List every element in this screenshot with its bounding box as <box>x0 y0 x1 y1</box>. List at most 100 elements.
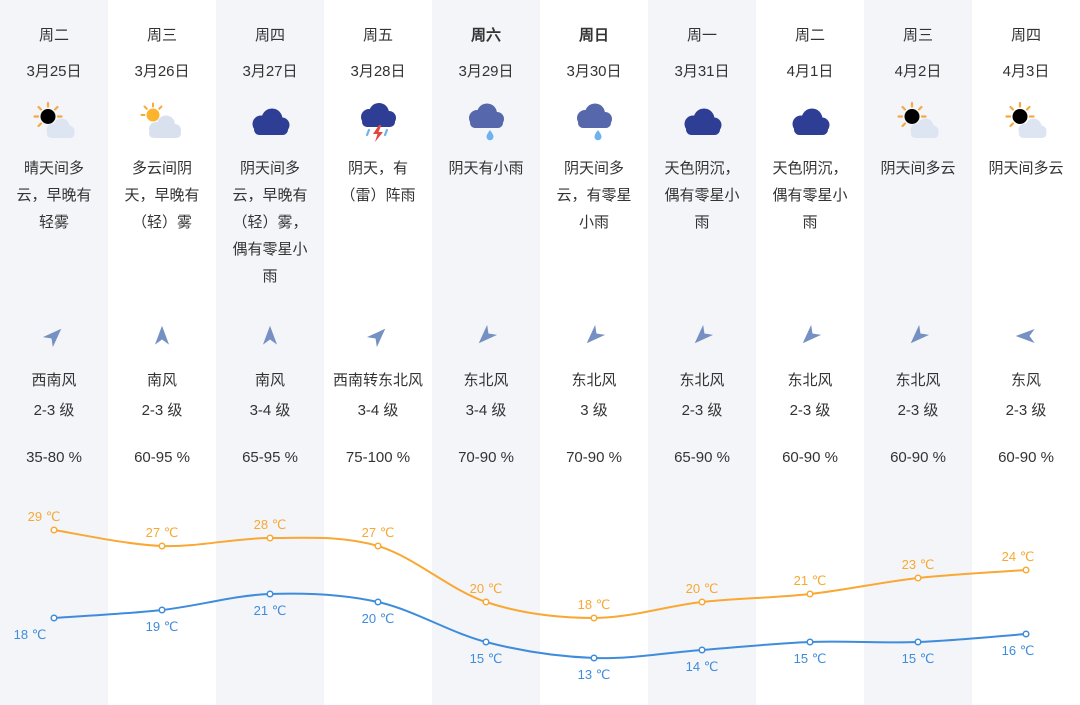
date-label: 3月29日 <box>458 63 514 80</box>
humidity-value: 60-90 % <box>998 449 1054 466</box>
wind-section: 东北风 3 级 70-90 % <box>540 322 648 466</box>
dark-cloud-icon <box>756 98 864 146</box>
wind-level-text: 2-3 级 <box>789 402 831 419</box>
rain-cloud-icon <box>432 98 540 146</box>
wind-level-text: 2-3 级 <box>141 402 183 419</box>
sun-cloud-icon <box>864 98 972 146</box>
weather-description: 天色阴沉，偶有零星小雨 <box>664 160 740 231</box>
forecast-column-4[interactable]: 周五 3月28日 阴天，有（雷）阵雨 西南转东北风 3-4 级 75-100 % <box>324 0 432 705</box>
weather-description: 天色阴沉，偶有零星小雨 <box>772 160 848 231</box>
humidity-value: 65-95 % <box>242 449 298 466</box>
weather-description: 阴天间多云 <box>988 160 1064 177</box>
wind-direction-text: 东风 <box>1010 372 1041 389</box>
wind-direction-text: 东北风 <box>787 372 833 389</box>
wind-section: 东北风 2-3 级 60-90 % <box>756 322 864 466</box>
wind-direction-icon <box>756 322 864 350</box>
weekday-label: 周三 <box>146 27 177 44</box>
weekday-label: 周六 <box>470 27 501 44</box>
date-label: 4月3日 <box>1002 63 1050 80</box>
date-label: 3月28日 <box>350 63 406 80</box>
wind-direction-icon <box>864 322 972 350</box>
weekday-label: 周三 <box>902 27 933 44</box>
wind-direction-text: 东北风 <box>895 372 941 389</box>
weekday-label: 周一 <box>686 27 717 44</box>
weekday-label: 周四 <box>1010 27 1041 44</box>
wind-level-text: 2-3 级 <box>897 402 939 419</box>
wind-section: 南风 2-3 级 60-95 % <box>108 322 216 466</box>
weather-description: 阴天有小雨 <box>448 160 524 177</box>
wind-direction-icon <box>648 322 756 350</box>
dark-cloud-icon <box>648 98 756 146</box>
weekday-label: 周五 <box>362 27 393 44</box>
forecast-column-5[interactable]: 周六 3月29日 阴天有小雨 东北风 3-4 级 70-90 % <box>432 0 540 705</box>
humidity-value: 35-80 % <box>26 449 82 466</box>
wind-section: 东风 2-3 级 60-90 % <box>972 322 1080 466</box>
wind-direction-icon <box>432 322 540 350</box>
cloud-sun-icon <box>108 98 216 146</box>
wind-direction-text: 西南转东北风 <box>332 372 423 389</box>
weather-description: 阴天间多云 <box>880 160 956 177</box>
weekday-label: 周二 <box>38 27 69 44</box>
wind-level-text: 3-4 级 <box>357 402 399 419</box>
wind-direction-icon <box>540 322 648 350</box>
wind-direction-icon <box>108 322 216 350</box>
wind-section: 东北风 2-3 级 60-90 % <box>864 322 972 466</box>
wind-level-text: 2-3 级 <box>33 402 75 419</box>
wind-direction-icon <box>972 322 1080 350</box>
dark-cloud-icon <box>216 98 324 146</box>
wind-level-text: 3-4 级 <box>249 402 291 419</box>
forecast-column-2[interactable]: 周三 3月26日 多云间阴天，早晚有（轻）雾 南风 2-3 级 60-95 % <box>108 0 216 705</box>
wind-level-text: 2-3 级 <box>1005 402 1047 419</box>
wind-level-text: 2-3 级 <box>681 402 723 419</box>
weekday-label: 周二 <box>794 27 825 44</box>
wind-section: 东北风 3-4 级 70-90 % <box>432 322 540 466</box>
wind-direction-text: 西南风 <box>31 372 77 389</box>
weather-description: 多云间阴天，早晚有（轻）雾 <box>124 160 200 231</box>
forecast-column-6[interactable]: 周日 3月30日 阴天间多云，有零星小雨 东北风 3 级 70-90 % <box>540 0 648 705</box>
forecast-column-3[interactable]: 周四 3月27日 阴天间多云，早晚有（轻）雾，偶有零星小雨 南风 3-4 级 6… <box>216 0 324 705</box>
wind-direction-text: 南风 <box>254 372 285 389</box>
wind-level-text: 3 级 <box>580 402 608 419</box>
rain-cloud-icon <box>540 98 648 146</box>
date-label: 3月30日 <box>566 63 622 80</box>
forecast-column-10[interactable]: 周四 4月3日 阴天间多云 东风 2-3 级 60-90 % <box>972 0 1080 705</box>
wind-level-text: 3-4 级 <box>465 402 507 419</box>
humidity-value: 60-90 % <box>782 449 838 466</box>
date-label: 3月31日 <box>674 63 730 80</box>
wind-section: 西南风 2-3 级 35-80 % <box>0 322 108 466</box>
forecast-column-8[interactable]: 周二 4月1日 天色阴沉，偶有零星小雨 东北风 2-3 级 60-90 % <box>756 0 864 705</box>
wind-direction-text: 南风 <box>146 372 177 389</box>
wind-section: 东北风 2-3 级 65-90 % <box>648 322 756 466</box>
humidity-value: 60-90 % <box>890 449 946 466</box>
wind-direction-text: 东北风 <box>679 372 725 389</box>
weather-description: 阴天间多云，早晚有（轻）雾，偶有零星小雨 <box>232 160 308 285</box>
sun-cloud-icon <box>0 98 108 146</box>
wind-direction-icon <box>216 322 324 350</box>
weather-description: 阴天间多云，有零星小雨 <box>556 160 632 231</box>
humidity-value: 65-90 % <box>674 449 730 466</box>
humidity-value: 60-95 % <box>134 449 190 466</box>
sun-cloud-icon <box>972 98 1080 146</box>
date-label: 3月26日 <box>134 63 190 80</box>
humidity-value: 70-90 % <box>566 449 622 466</box>
weekday-label: 周四 <box>254 27 285 44</box>
thunder-cloud-icon <box>324 98 432 146</box>
wind-direction-icon <box>324 322 432 350</box>
weekday-label: 周日 <box>578 27 609 44</box>
humidity-value: 70-90 % <box>458 449 514 466</box>
wind-direction-icon <box>0 322 108 350</box>
wind-direction-text: 东北风 <box>571 372 617 389</box>
weather-description: 晴天间多云，早晚有轻雾 <box>16 160 92 231</box>
forecast-column-1[interactable]: 周二 3月25日 晴天间多云，早晚有轻雾 西南风 2-3 级 35-80 % <box>0 0 108 705</box>
weather-description: 阴天，有（雷）阵雨 <box>340 160 416 204</box>
wind-section: 南风 3-4 级 65-95 % <box>216 322 324 466</box>
date-label: 3月27日 <box>242 63 298 80</box>
humidity-value: 75-100 % <box>345 449 411 466</box>
forecast-column-9[interactable]: 周三 4月2日 阴天间多云 东北风 2-3 级 60-90 % <box>864 0 972 705</box>
date-label: 4月1日 <box>786 63 834 80</box>
wind-direction-text: 东北风 <box>463 372 509 389</box>
date-label: 3月25日 <box>26 63 82 80</box>
date-label: 4月2日 <box>894 63 942 80</box>
forecast-column-7[interactable]: 周一 3月31日 天色阴沉，偶有零星小雨 东北风 2-3 级 65-90 % <box>648 0 756 705</box>
